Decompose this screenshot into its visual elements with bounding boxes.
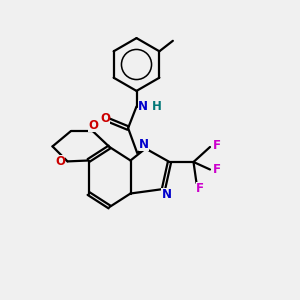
Text: H: H bbox=[152, 100, 162, 113]
Text: O: O bbox=[88, 119, 98, 132]
Text: O: O bbox=[55, 155, 65, 169]
Text: F: F bbox=[213, 139, 220, 152]
Text: F: F bbox=[213, 163, 220, 176]
Text: N: N bbox=[161, 188, 172, 201]
Text: N: N bbox=[138, 100, 148, 113]
Text: F: F bbox=[196, 182, 204, 196]
Text: O: O bbox=[100, 112, 110, 125]
Text: N: N bbox=[139, 137, 149, 151]
